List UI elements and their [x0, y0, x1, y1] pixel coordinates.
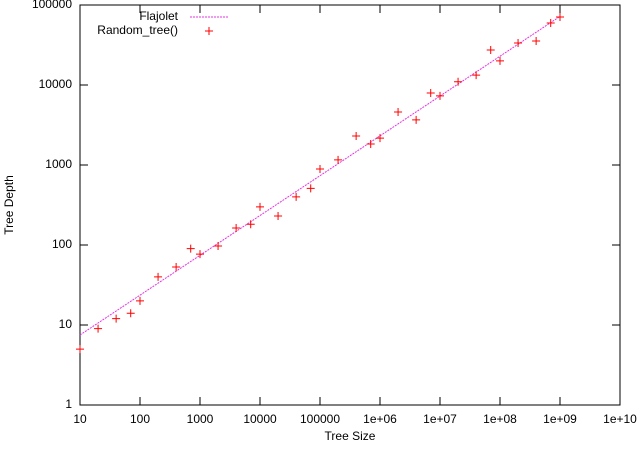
point: [556, 12, 564, 21]
x-tick-label: 10000: [243, 412, 277, 426]
point: [232, 224, 241, 233]
point: [126, 309, 135, 318]
point: [186, 244, 195, 253]
x-tick-label: 1000: [187, 412, 214, 426]
y-tick-label: 10: [59, 317, 73, 331]
point: [76, 345, 84, 354]
x-axis-label: Tree Size: [325, 429, 376, 443]
point: [316, 165, 324, 174]
x-tick-label: 1e+08: [483, 412, 517, 426]
legend-label: Flajolet: [139, 9, 178, 23]
point: [366, 140, 375, 149]
point: [256, 202, 264, 211]
y-tick-label: 1: [65, 397, 72, 411]
point: [352, 132, 361, 141]
point: [546, 18, 555, 27]
point: [496, 56, 504, 65]
x-tick-label: 1e+06: [363, 412, 397, 426]
x-tick-label: 1e+07: [423, 412, 457, 426]
y-tick-label: 1000: [45, 157, 72, 171]
point: [376, 134, 384, 143]
point: [214, 242, 223, 251]
point: [454, 77, 463, 86]
point: [426, 89, 435, 98]
y-tick-label: 10000: [39, 77, 73, 91]
point: [394, 107, 403, 116]
point: [514, 38, 523, 47]
point: [334, 155, 343, 164]
point: [112, 314, 121, 323]
legend-swatch: [205, 27, 213, 35]
point: [486, 45, 495, 54]
legend-label: Random_tree(): [97, 23, 178, 37]
point: [196, 250, 204, 259]
y-tick-label: 100000: [32, 0, 72, 11]
point: [306, 184, 315, 193]
y-axis-label: Tree Depth: [2, 175, 16, 235]
x-tick-label: 100: [130, 412, 150, 426]
series-line: [79, 15, 561, 336]
y-tick-label: 100: [52, 237, 72, 251]
point: [172, 263, 181, 272]
plot-border: [79, 4, 621, 406]
x-tick-label: 1e+10: [603, 412, 637, 426]
point: [412, 115, 421, 124]
point: [532, 36, 541, 45]
x-tick-label: 100000: [300, 412, 340, 426]
point: [154, 272, 163, 281]
point: [436, 91, 444, 100]
point: [94, 324, 103, 333]
x-tick-label: 1e+09: [543, 412, 577, 426]
point: [274, 212, 283, 221]
point: [472, 71, 481, 80]
point: [292, 192, 301, 201]
point: [136, 296, 144, 305]
x-tick-label: 10: [73, 412, 87, 426]
point: [246, 220, 255, 229]
